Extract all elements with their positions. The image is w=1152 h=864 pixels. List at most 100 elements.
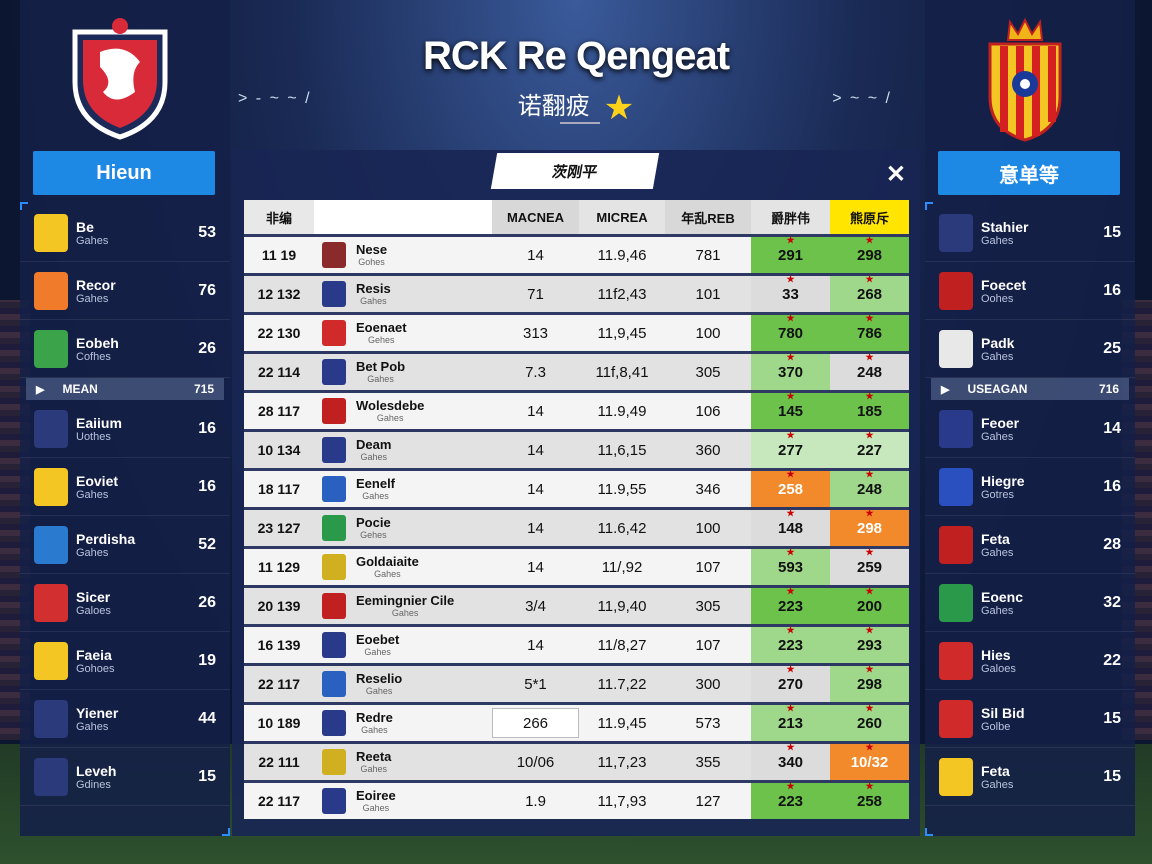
team-cell[interactable]: Bet Pob Gahes: [314, 354, 492, 390]
stat-cell: 305: [695, 597, 721, 615]
team-cell[interactable]: Reeta Gahes: [314, 744, 492, 780]
team-flag-icon: [322, 281, 346, 307]
header-cell[interactable]: 熊原斥: [830, 200, 909, 234]
deco-right: > ~ ~ /: [832, 90, 892, 107]
team-row[interactable]: Eoviet Gahes 16: [20, 458, 230, 516]
header-cell[interactable]: 非编: [244, 200, 314, 234]
team-row[interactable]: Eobeh Cofhes 26: [20, 320, 230, 378]
team-row[interactable]: Eaiium Uothes 16: [20, 400, 230, 458]
left-team-list: Be Gahes 53 Recor Gahes 76 Eobeh Cofhes 26 ▶ MEAN 7…: [20, 204, 230, 806]
team-cell[interactable]: Eoebet Gahes: [314, 627, 492, 663]
team-row[interactable]: Feta Gahes 15: [925, 748, 1135, 806]
team-names: Reeta Gahes: [356, 749, 391, 775]
stat-cell: 11.7,22: [597, 675, 647, 693]
play-icon[interactable]: ▶: [941, 383, 950, 396]
team-cell[interactable]: Eenelf Gahes: [314, 471, 492, 507]
play-icon[interactable]: ▶: [36, 383, 45, 396]
summary-row[interactable]: ▶ USEAGAN 716: [931, 378, 1129, 400]
star-icon: ★: [603, 88, 635, 127]
team-badge-icon: [939, 699, 973, 738]
team-cell[interactable]: Eoiree Gahes: [314, 783, 492, 819]
team-value: 52: [198, 535, 216, 553]
team-badge-icon: [34, 213, 68, 252]
score-cell: 291: [751, 235, 830, 273]
team-row[interactable]: Feoer Gahes 14: [925, 400, 1135, 458]
team-cell[interactable]: Wolesdebe Gahes: [314, 393, 492, 429]
team-row[interactable]: Be Gahes 53: [20, 204, 230, 262]
team-row[interactable]: Foecet Oohes 16: [925, 262, 1135, 320]
team-cell[interactable]: Resis Gahes: [314, 276, 492, 312]
team-row[interactable]: Sil Bid Golbe 15: [925, 690, 1135, 748]
team-cell[interactable]: Reselio Gahes: [314, 666, 492, 702]
stat-cell: 11.9,55: [597, 480, 647, 498]
stat-cell: 14: [527, 558, 544, 576]
team-row[interactable]: Sicer Galoes 26: [20, 574, 230, 632]
team-row[interactable]: Eoenc Gahes 32: [925, 574, 1135, 632]
team-sub: Gahes: [981, 350, 1014, 363]
team-names: Resis Gahes: [356, 281, 391, 307]
team-row[interactable]: Yiener Gahes 44: [20, 690, 230, 748]
team-row[interactable]: Padk Gahes 25: [925, 320, 1135, 378]
right-panel-button[interactable]: 意单等: [938, 151, 1120, 195]
stat-cell: 14: [527, 480, 544, 498]
tab-standings[interactable]: 茨刚平: [490, 153, 660, 189]
team-name: Hies: [981, 646, 1011, 663]
team-badge-icon: [939, 525, 973, 564]
position-cell: 23 127: [257, 520, 301, 536]
team-sub: Gotres: [981, 488, 1015, 501]
team-row[interactable]: Recor Gahes 76: [20, 262, 230, 320]
team-row[interactable]: Stahier Gahes 15: [925, 204, 1135, 262]
team-cell[interactable]: Redre Gahes: [314, 705, 492, 741]
team-cell[interactable]: Nese Gohes: [314, 237, 492, 273]
summary-row[interactable]: ▶ MEAN 715: [26, 378, 224, 400]
team-sub: Gahes: [361, 724, 388, 735]
team-sub: Gohes: [358, 256, 385, 267]
team-row[interactable]: Leveh Gdines 15: [20, 748, 230, 806]
team-sub: Galoes: [981, 662, 1016, 675]
team-names: Faeia Gohoes: [76, 647, 182, 675]
team-row[interactable]: Perdisha Gahes 52: [20, 516, 230, 574]
close-icon[interactable]: ✕: [885, 161, 906, 188]
score-cell: 259: [830, 547, 909, 585]
team-cell[interactable]: Eemingnier Cile Gahes: [314, 588, 492, 624]
page-subtitle: 诺翻疲 ★: [230, 86, 922, 128]
team-name: Recor: [76, 276, 116, 293]
team-row[interactable]: Faeia Gohoes 19: [20, 632, 230, 690]
team-cell[interactable]: Deam Gahes: [314, 432, 492, 468]
team-value: 26: [198, 593, 216, 611]
team-cell[interactable]: Pocie Gehes: [314, 510, 492, 546]
stat-cell: 127: [695, 792, 721, 810]
team-row[interactable]: Feta Gahes 28: [925, 516, 1135, 574]
header-cell[interactable]: MICREA: [579, 200, 665, 234]
header-cell[interactable]: [314, 200, 492, 234]
team-cell[interactable]: Eoenaet Gehes: [314, 315, 492, 351]
team-name: Eemingnier Cile: [356, 592, 455, 608]
team-row[interactable]: Hiegre Gotres 16: [925, 458, 1135, 516]
team-row[interactable]: Hies Galoes 22: [925, 632, 1135, 690]
header-cell[interactable]: 爵胖伟: [751, 200, 830, 234]
team-cell[interactable]: Goldaiaite Gahes: [314, 549, 492, 585]
stat-cell: 14: [527, 519, 544, 537]
team-names: Feta Gahes: [981, 763, 1087, 791]
team-badge-icon: [34, 699, 68, 738]
header-cell[interactable]: MACNEA: [492, 200, 579, 234]
team-names: Padk Gahes: [981, 335, 1087, 363]
score-cell: 223: [751, 625, 830, 663]
header-cell[interactable]: 年乱REB: [665, 200, 751, 234]
left-panel-button[interactable]: Hieun: [33, 151, 215, 195]
